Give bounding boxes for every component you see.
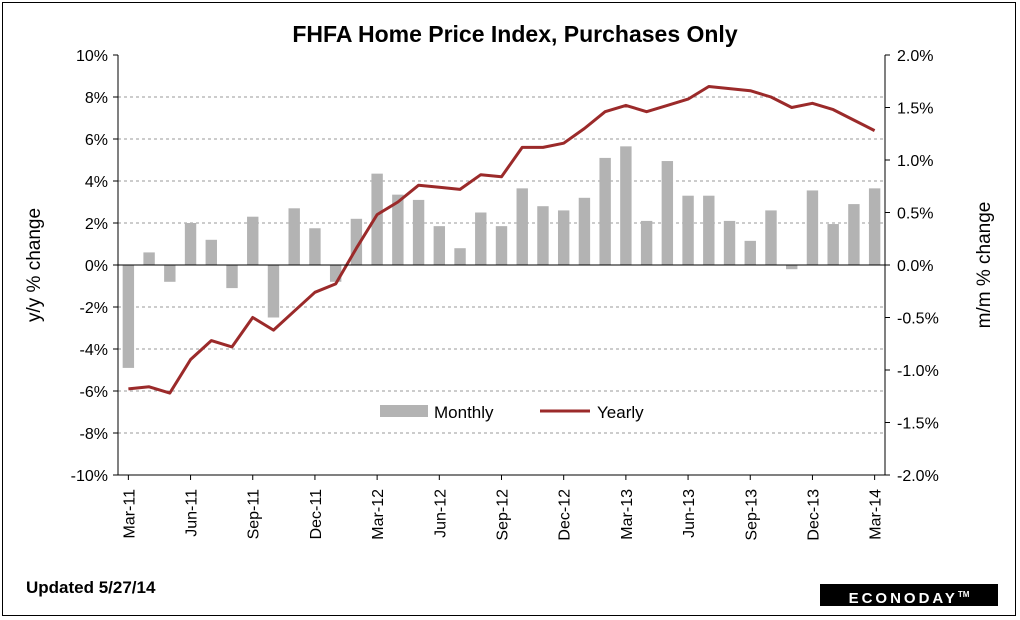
monthly-bar bbox=[578, 197, 591, 265]
y-left-tick-label: 0% bbox=[85, 258, 108, 275]
monthly-bars bbox=[122, 146, 881, 368]
y-right-axis-label: m/m % change bbox=[974, 202, 995, 329]
x-tick-label: Dec-11 bbox=[308, 489, 325, 539]
x-tick-label: Sep-11 bbox=[246, 489, 263, 540]
x-tick-label: Dec-13 bbox=[805, 489, 822, 541]
y-right-tick-label: -2.0% bbox=[897, 468, 939, 485]
monthly-bar bbox=[868, 188, 881, 265]
monthly-bar bbox=[392, 194, 404, 265]
y-right-tick-label: -1.0% bbox=[897, 363, 939, 380]
monthly-bar bbox=[143, 252, 155, 265]
monthly-bar bbox=[267, 265, 280, 318]
monthly-bar bbox=[371, 173, 383, 265]
y-left-tick-label: -8% bbox=[80, 426, 108, 443]
monthly-bar bbox=[723, 220, 736, 265]
monthly-bar bbox=[226, 265, 238, 289]
x-tick-label: Mar-11 bbox=[121, 489, 138, 539]
legend-label-yearly: Yearly bbox=[597, 403, 644, 422]
monthly-bar bbox=[412, 199, 425, 265]
monthly-bar bbox=[350, 218, 363, 265]
monthly-bar bbox=[661, 161, 674, 265]
x-tick-label: Jun-11 bbox=[184, 489, 201, 537]
y-left-tick-label: -2% bbox=[80, 300, 108, 317]
monthly-bar bbox=[640, 220, 653, 265]
y-left-tick-label: 2% bbox=[85, 216, 108, 233]
x-tick-label: Jun-12 bbox=[432, 489, 449, 538]
econoday-logo: ECONODAYTM bbox=[820, 584, 998, 607]
monthly-bar bbox=[454, 248, 466, 265]
x-tick-label: Sep-12 bbox=[495, 489, 512, 541]
updated-note: Updated 5/27/14 bbox=[26, 578, 156, 597]
monthly-bar bbox=[122, 265, 135, 368]
monthly-bar bbox=[599, 157, 611, 265]
legend-swatch-monthly bbox=[380, 405, 428, 417]
monthly-bar bbox=[433, 226, 446, 265]
brand-mark: TM bbox=[957, 590, 970, 599]
x-tick-label: Mar-12 bbox=[370, 489, 387, 540]
monthly-bar bbox=[848, 204, 860, 265]
legend-label-monthly: Monthly bbox=[434, 403, 494, 422]
monthly-bar bbox=[164, 265, 176, 282]
monthly-bar bbox=[247, 216, 259, 265]
monthly-bar bbox=[765, 210, 777, 265]
monthly-bar bbox=[806, 190, 819, 265]
monthly-bar bbox=[329, 265, 342, 282]
y-left-axis-label: y/y % change bbox=[24, 208, 45, 322]
gridlines bbox=[118, 96, 885, 434]
x-tick-label: Mar-14 bbox=[868, 489, 885, 540]
monthly-bar bbox=[682, 195, 694, 265]
y-right-tick-label: 0.5% bbox=[897, 206, 933, 223]
y-right-tick-label: 1.0% bbox=[897, 153, 933, 170]
chart-title: FHFA Home Price Index, Purchases Only bbox=[292, 21, 737, 47]
axes: 10% 8% 6% 4% 2% 0% -2% -4% -6% -8% -10% 2.0% 1.5% 1.0… bbox=[71, 48, 939, 541]
y-right-tick-label: 0.0% bbox=[897, 258, 933, 275]
monthly-bar bbox=[786, 265, 798, 270]
y-left-tick-label: -4% bbox=[80, 342, 108, 359]
monthly-bar bbox=[184, 223, 197, 265]
monthly-bar bbox=[495, 226, 508, 265]
y-right-tick-label: 2.0% bbox=[897, 48, 933, 65]
y-right-tick-label: -0.5% bbox=[897, 311, 939, 328]
y-left-tick-label: 8% bbox=[85, 90, 108, 107]
y-left-tick-label: 6% bbox=[85, 132, 108, 149]
yearly-line bbox=[128, 85, 876, 395]
brand-text: ECONODAY bbox=[848, 590, 958, 607]
y-left-tick-label: 4% bbox=[85, 174, 108, 191]
x-tick-label: Mar-13 bbox=[619, 489, 636, 540]
x-tick-label: Jun-13 bbox=[681, 489, 698, 538]
monthly-bar bbox=[827, 224, 839, 265]
x-tick-label: Sep-13 bbox=[743, 489, 760, 541]
monthly-bar bbox=[744, 240, 756, 265]
y-left-tick-label: -10% bbox=[71, 468, 108, 485]
monthly-bar bbox=[288, 208, 300, 265]
monthly-bar bbox=[475, 212, 487, 265]
monthly-bar bbox=[557, 210, 570, 265]
x-tick-label: Dec-12 bbox=[557, 489, 574, 541]
monthly-bar bbox=[205, 239, 217, 265]
y-right-tick-label: -1.5% bbox=[897, 416, 939, 433]
y-right-tick-label: 1.5% bbox=[897, 101, 933, 118]
monthly-bar bbox=[516, 188, 528, 265]
y-left-tick-label: -6% bbox=[80, 384, 108, 401]
monthly-bar bbox=[703, 195, 715, 265]
monthly-bar bbox=[620, 146, 632, 265]
monthly-bar bbox=[537, 206, 549, 265]
legend: Monthly Yearly bbox=[380, 403, 644, 422]
yearly-line-layer bbox=[128, 85, 876, 395]
y-left-tick-label: 10% bbox=[76, 48, 108, 65]
monthly-bar bbox=[309, 228, 321, 265]
